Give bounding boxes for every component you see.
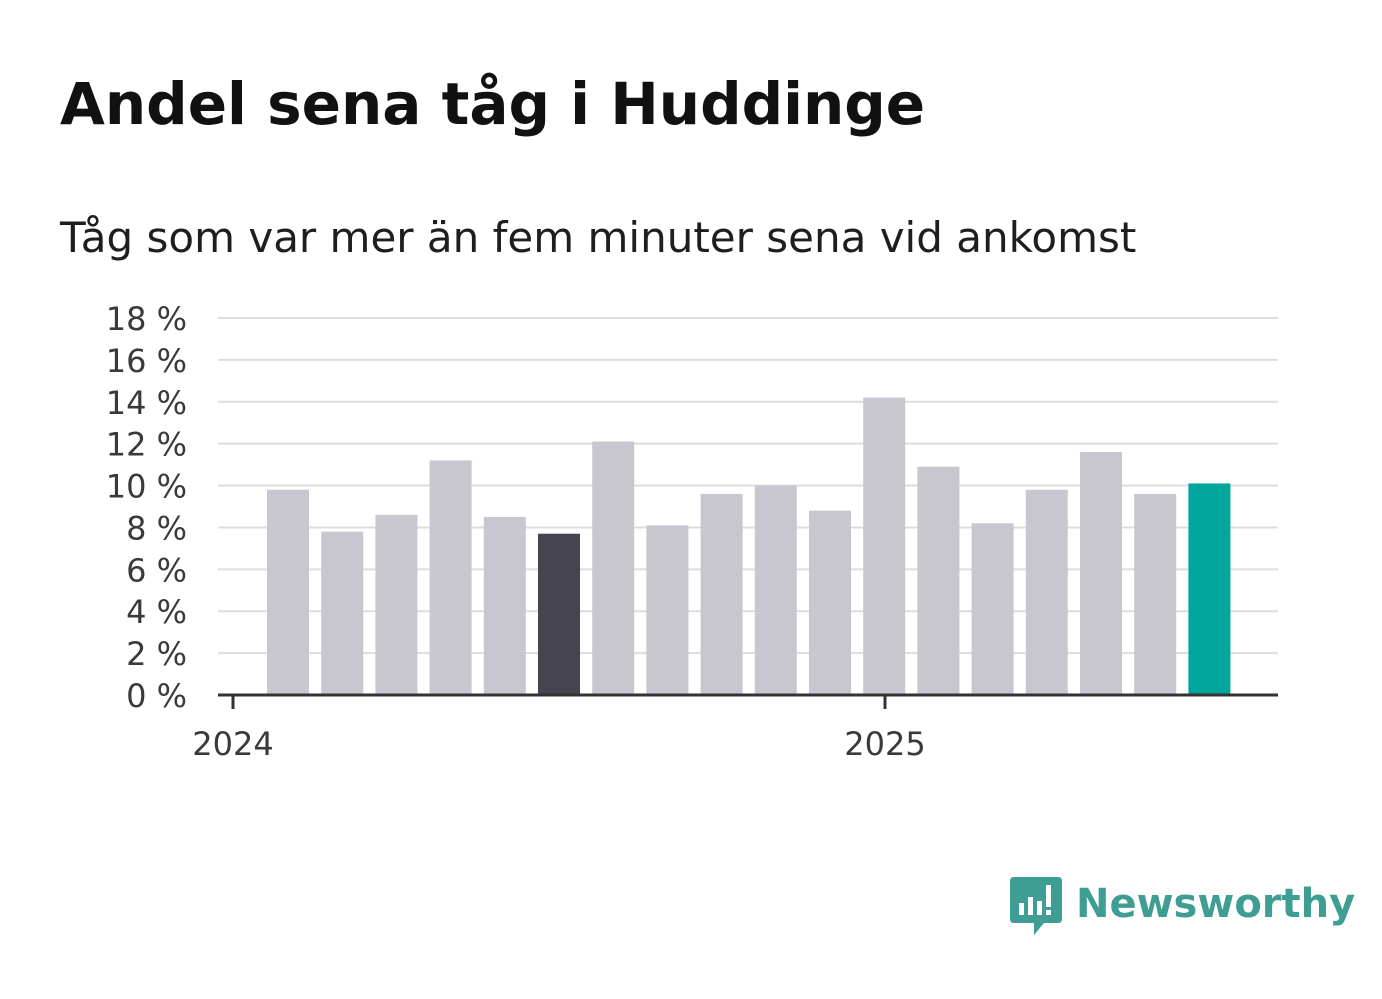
chart-subtitle: Tåg som var mer än fem minuter sena vid … bbox=[60, 213, 1137, 262]
y-axis-labels: 0 % 2 % 4 % 6 % 8 %10 % 12 % 14 % 16 % 18 % bbox=[106, 300, 187, 715]
bar-2024-03 bbox=[375, 514, 418, 695]
bar-2024-08 bbox=[646, 525, 689, 695]
y-tick-label: 8 % bbox=[126, 509, 187, 547]
bar-2024-10 bbox=[754, 485, 797, 695]
bars bbox=[267, 397, 1231, 695]
x-tick-label: 2024 bbox=[192, 725, 273, 763]
chart-title: Andel sena tåg i Huddinge bbox=[60, 70, 926, 138]
bar-chart: 0 % 2 % 4 % 6 % 8 %10 % 12 % 14 % 16 % 18 % 2024… bbox=[106, 300, 1278, 763]
brand-name: Newsworthy bbox=[1076, 881, 1356, 927]
x-tick-label: 2025 bbox=[844, 725, 925, 763]
bar-2024-04 bbox=[429, 460, 472, 695]
y-tick-label: 16 % bbox=[106, 342, 187, 380]
newsworthy-brand[interactable]: Newsworthy bbox=[1010, 877, 1355, 941]
y-tick-label: 0 % bbox=[126, 677, 187, 715]
bar-2025-02 bbox=[971, 523, 1014, 695]
newsworthy-logo-icon bbox=[1010, 877, 1062, 935]
bar-2024-11 bbox=[809, 510, 851, 695]
x-axis-labels: 2024 2025 bbox=[192, 725, 925, 763]
y-tick-label: 6 % bbox=[126, 551, 187, 589]
bar-2025-04 bbox=[1080, 452, 1122, 695]
bar-2024-09 bbox=[700, 493, 743, 695]
y-tick-label: 12 % bbox=[106, 426, 187, 464]
bar-2024-05 bbox=[483, 516, 526, 695]
bar-2025-01 bbox=[917, 466, 960, 695]
bar-2024-06 bbox=[538, 533, 580, 695]
y-tick-label: 18 % bbox=[106, 300, 187, 338]
bar-2024-01 bbox=[267, 489, 309, 695]
bar-2025-06 bbox=[1188, 483, 1231, 695]
y-tick-label: 4 % bbox=[126, 593, 187, 631]
bar-2025-03 bbox=[1025, 489, 1068, 695]
bar-2025-05 bbox=[1134, 493, 1177, 695]
bar-2024-02 bbox=[321, 531, 364, 695]
y-tick-label: 10 % bbox=[106, 468, 187, 506]
y-tick-label: 14 % bbox=[106, 384, 187, 422]
bar-2024-12 bbox=[863, 397, 906, 695]
y-tick-label: 2 % bbox=[126, 635, 187, 673]
bar-2024-07 bbox=[592, 441, 635, 695]
x-axis bbox=[218, 693, 1278, 709]
